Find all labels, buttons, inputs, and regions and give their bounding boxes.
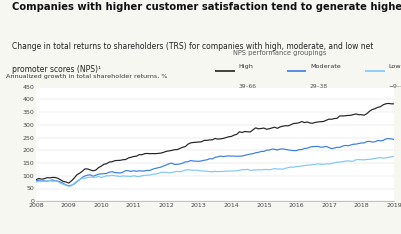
Text: NPS performance groupings: NPS performance groupings	[232, 50, 325, 56]
Text: High: High	[238, 64, 253, 69]
Text: 39–66: 39–66	[238, 84, 256, 89]
Text: Companies with higher customer satisfaction tend to generate higher returns.: Companies with higher customer satisfact…	[12, 2, 401, 12]
Text: −9–+28: −9–+28	[388, 84, 401, 89]
Text: promoter scores (NPS)¹: promoter scores (NPS)¹	[12, 65, 101, 74]
Text: Low: Low	[388, 64, 400, 69]
Text: Moderate: Moderate	[309, 64, 340, 69]
Text: Change in total returns to shareholders (TRS) for companies with high, moderate,: Change in total returns to shareholders …	[12, 42, 373, 51]
Text: 29–38: 29–38	[309, 84, 327, 89]
Text: Annualized growth in total shareholder returns, %: Annualized growth in total shareholder r…	[6, 73, 167, 79]
